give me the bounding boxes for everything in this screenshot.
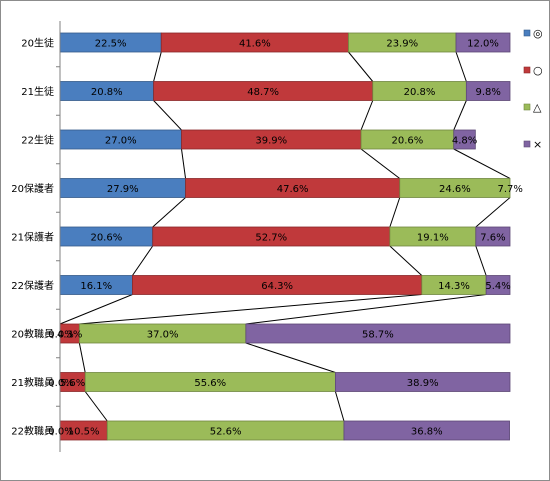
bar-segment bbox=[245, 323, 511, 344]
value-label: 55.6% bbox=[194, 378, 226, 389]
value-label: 52.6% bbox=[210, 427, 242, 438]
bar-segment bbox=[485, 275, 511, 295]
value-label: 14.3% bbox=[438, 281, 470, 292]
value-label: 27.9% bbox=[107, 184, 139, 195]
value-label: 12.0% bbox=[467, 39, 499, 50]
category-label: 21教職員 bbox=[11, 376, 54, 389]
legend-swatch bbox=[523, 29, 531, 37]
series-line-4-1 bbox=[132, 245, 154, 276]
value-label: 0.0% bbox=[48, 330, 73, 341]
value-label: 20.8% bbox=[404, 87, 436, 98]
bar-segment bbox=[475, 226, 511, 247]
legend: ◎ ○ △ × bbox=[523, 27, 543, 151]
series-line-3-1 bbox=[152, 197, 186, 228]
category-labels: 20生徒 21生徒 22生徒 20保護者 21保護者 22保護者 20教職員 21教職員 22教… bbox=[11, 37, 54, 438]
value-label: 0.0% bbox=[48, 427, 73, 438]
series-line-7-2 bbox=[84, 391, 108, 422]
bar-segment bbox=[453, 129, 476, 150]
value-label: 58.7% bbox=[362, 330, 394, 341]
series-line-1-3 bbox=[453, 100, 467, 131]
value-label: 5.4% bbox=[485, 281, 510, 292]
value-label: 27.0% bbox=[105, 136, 137, 147]
value-label: 37.0% bbox=[147, 330, 179, 341]
series-line-6-3 bbox=[245, 342, 336, 373]
value-label: 36.8% bbox=[411, 427, 443, 438]
value-label: 24.6% bbox=[439, 184, 471, 195]
value-label: 4.3% bbox=[57, 330, 82, 341]
category-label: 20生徒 bbox=[21, 37, 54, 50]
value-labels: 22.5% 41.6% 23.9% 12.0% 20.8% 48.7% 20.8% 9.8% 2… bbox=[48, 39, 523, 438]
category-label: 21保護者 bbox=[11, 231, 54, 244]
series-line-1-1 bbox=[153, 100, 182, 131]
value-label: 10.5% bbox=[68, 427, 100, 438]
legend-label: ○ bbox=[533, 64, 543, 77]
series-line-3-3 bbox=[475, 197, 511, 228]
legend-swatch bbox=[523, 103, 531, 111]
value-label: 5.6% bbox=[60, 378, 85, 389]
value-label: 19.1% bbox=[417, 233, 449, 244]
value-label: 4.8% bbox=[452, 136, 477, 147]
series-line-2-1 bbox=[181, 148, 187, 179]
category-label: 22保護者 bbox=[11, 279, 54, 292]
series-line-5-2 bbox=[79, 294, 422, 325]
value-label: 23.9% bbox=[386, 39, 418, 50]
legend-label: ◎ bbox=[533, 27, 543, 40]
value-label: 20.6% bbox=[90, 233, 122, 244]
series-line-5-3 bbox=[245, 294, 487, 325]
series-line-0-3 bbox=[455, 51, 467, 82]
series-line-6-2 bbox=[78, 342, 86, 373]
value-label: 7.6% bbox=[480, 233, 505, 244]
value-label: 20.6% bbox=[392, 136, 424, 147]
value-label: 64.3% bbox=[261, 281, 293, 292]
value-label: 47.6% bbox=[277, 184, 309, 195]
legend-label: △ bbox=[533, 101, 542, 114]
value-label: 22.5% bbox=[95, 39, 127, 50]
bar-segment bbox=[343, 420, 510, 441]
bar-segment bbox=[455, 32, 511, 53]
value-label: 39.9% bbox=[255, 136, 287, 147]
series-line-4-2 bbox=[389, 245, 423, 276]
value-label: 48.7% bbox=[247, 87, 279, 98]
bar-segment bbox=[399, 178, 511, 198]
legend-swatch bbox=[523, 140, 531, 148]
series-line-2-2 bbox=[360, 148, 401, 179]
category-axis bbox=[56, 21, 61, 452]
value-label: 41.6% bbox=[239, 39, 271, 50]
value-label: 16.1% bbox=[80, 281, 112, 292]
category-label: 21生徒 bbox=[21, 85, 54, 98]
series-line-5-1 bbox=[59, 294, 133, 325]
series-line-3-2 bbox=[389, 197, 401, 228]
value-label: 0.0% bbox=[48, 378, 73, 389]
legend-swatch bbox=[523, 66, 531, 74]
category-label: 22教職員 bbox=[11, 425, 54, 438]
value-label: 7.7% bbox=[498, 184, 523, 195]
value-label: 20.8% bbox=[91, 87, 123, 98]
series-line-4-3 bbox=[475, 245, 487, 276]
category-label: 22生徒 bbox=[21, 134, 54, 147]
series-line-1-2 bbox=[360, 100, 374, 131]
series-line-7-3 bbox=[334, 391, 345, 422]
legend-label: × bbox=[533, 138, 542, 151]
bar-segment bbox=[334, 372, 511, 392]
series-lines bbox=[59, 51, 511, 422]
value-label: 9.8% bbox=[475, 87, 500, 98]
series-line-2-3 bbox=[453, 148, 511, 179]
series-line-0-1 bbox=[153, 51, 162, 82]
value-label: 52.7% bbox=[255, 233, 287, 244]
category-label: 20教職員 bbox=[11, 328, 54, 341]
series-line-0-2 bbox=[348, 51, 374, 82]
bars bbox=[59, 32, 511, 441]
bar-segment bbox=[465, 81, 511, 101]
value-label: 38.9% bbox=[407, 378, 439, 389]
category-label: 20保護者 bbox=[11, 182, 54, 195]
